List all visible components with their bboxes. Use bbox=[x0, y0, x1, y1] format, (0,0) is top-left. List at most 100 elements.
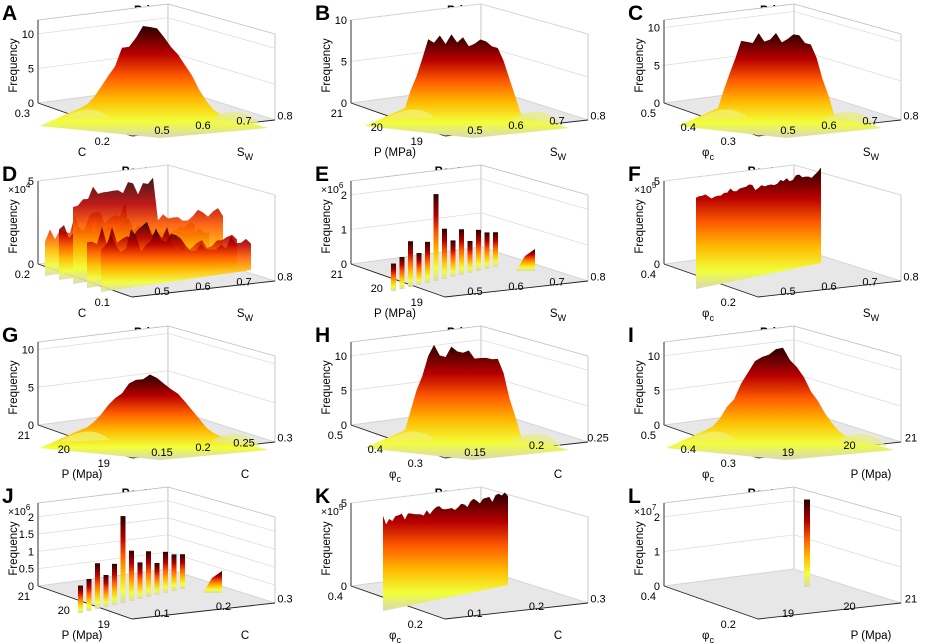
z-scale-factor: ×104 bbox=[8, 181, 31, 196]
surface-peak bbox=[40, 25, 268, 139]
panel-f: FPosterior050.40.2φc0.50.60.70.8SWFreque… bbox=[628, 163, 919, 323]
surface-hill bbox=[385, 431, 435, 442]
surface-peak bbox=[365, 344, 569, 460]
surface-ridge bbox=[101, 228, 251, 292]
surface-hill bbox=[836, 433, 886, 446]
panel-letter: I bbox=[628, 324, 634, 347]
surface-spike bbox=[112, 563, 117, 605]
z-gridline bbox=[663, 500, 795, 518]
surface-posterior-single bbox=[804, 499, 810, 587]
x-axis-label: C bbox=[78, 147, 86, 159]
y-axis-label: C bbox=[554, 469, 562, 481]
surface-prior-plateau bbox=[365, 344, 569, 460]
y-tick-label: 0.7 bbox=[549, 276, 564, 288]
z-tick-label: 5 bbox=[341, 57, 347, 69]
surface-spike bbox=[442, 228, 447, 279]
y-axis-label: SW bbox=[550, 308, 567, 323]
z-tick-label: 5 bbox=[28, 176, 34, 188]
x-axis-label: P (MPa) bbox=[374, 308, 416, 320]
panel-letter: A bbox=[2, 2, 17, 25]
panel-g: GPrior0510212019P (Mpa)0.150.20.250.3CFr… bbox=[2, 324, 293, 481]
z-gridline bbox=[37, 517, 169, 535]
y-tick-label: 0.1 bbox=[467, 608, 482, 620]
y-axis-label: SW bbox=[237, 308, 254, 323]
x-tick-label: 0.3 bbox=[721, 136, 736, 148]
y-tick-label: 20 bbox=[843, 440, 855, 452]
y-tick-label: 0.3 bbox=[277, 433, 292, 445]
y-tick-label: 0.8 bbox=[590, 272, 605, 284]
y-tick-label: 0.15 bbox=[464, 447, 485, 459]
z-tick-label: 0 bbox=[28, 259, 34, 271]
z-tick-label: 5 bbox=[654, 60, 660, 72]
z-gridline bbox=[350, 486, 482, 504]
z-tick-label: 10 bbox=[22, 29, 34, 41]
z-gridline bbox=[167, 370, 276, 404]
y-axis-label: C bbox=[241, 469, 249, 481]
x-tick-label: 0.3 bbox=[15, 108, 30, 120]
x-tick-label: 0.1 bbox=[95, 297, 110, 309]
z-axis-label: Frequency bbox=[321, 521, 333, 576]
z-gridline bbox=[663, 339, 795, 357]
z-tick-label: 0 bbox=[28, 581, 34, 593]
surface-hill bbox=[210, 433, 260, 446]
z-tick-label: 1.5 bbox=[19, 529, 34, 541]
x-axis-label: φc bbox=[702, 308, 714, 323]
x-tick-label: 0.2 bbox=[95, 136, 110, 148]
surface-spike bbox=[78, 585, 83, 613]
panel-d: DPosterior050.20.1C0.50.60.70.8SWFrequen… bbox=[2, 163, 293, 323]
surface-hill bbox=[698, 109, 748, 120]
surface-hill bbox=[60, 109, 110, 120]
z-scale-factor: ×105 bbox=[634, 181, 657, 196]
surface-spike bbox=[450, 240, 456, 277]
z-gridline bbox=[37, 333, 169, 350]
surface-posterior-wall bbox=[383, 492, 508, 611]
y-tick-label: 0.5 bbox=[780, 125, 795, 137]
y-tick-label: 0.3 bbox=[590, 594, 605, 606]
x-tick-label: 21 bbox=[331, 108, 343, 120]
z-gridline bbox=[793, 500, 902, 532]
z-axis-label: Frequency bbox=[634, 38, 646, 93]
y-axis-label: C bbox=[241, 630, 249, 642]
surface-spike bbox=[154, 562, 160, 595]
z-tick-label: 2 bbox=[341, 190, 347, 202]
surface-spike bbox=[804, 499, 810, 587]
z-axis-label: Frequency bbox=[634, 360, 646, 415]
panel-letter: C bbox=[628, 2, 643, 25]
x-tick-label: 19 bbox=[411, 297, 423, 309]
surface-posterior-spikes bbox=[391, 194, 535, 291]
surface-prior-plateau bbox=[678, 32, 882, 138]
panel-letter: D bbox=[2, 163, 17, 186]
z-gridline bbox=[167, 534, 276, 568]
z-gridline bbox=[793, 373, 902, 407]
z-scale-factor: ×107 bbox=[634, 503, 657, 518]
y-tick-label: 20 bbox=[843, 601, 855, 613]
y-tick-label: 0.7 bbox=[549, 115, 564, 127]
z-tick-label: 0 bbox=[341, 259, 347, 271]
z-tick-label: 5 bbox=[341, 385, 347, 397]
x-tick-label: 0.5 bbox=[641, 108, 656, 120]
z-gridline bbox=[37, 370, 169, 388]
z-gridline bbox=[37, 500, 169, 518]
x-tick-label: 20 bbox=[58, 444, 70, 456]
panel-h: HPrior05100.50.40.3φc0.150.20.25CFrequen… bbox=[315, 324, 609, 484]
y-tick-label: 19 bbox=[782, 447, 794, 459]
surface-spike bbox=[459, 229, 464, 275]
x-tick-label: 21 bbox=[18, 591, 30, 603]
surface-spike bbox=[433, 194, 439, 281]
z-gridline bbox=[167, 517, 276, 550]
y-tick-label: 0.6 bbox=[195, 120, 210, 132]
y-axis-label: C bbox=[554, 630, 562, 642]
z-tick-label: 10 bbox=[648, 351, 660, 363]
z-tick-label: 5 bbox=[28, 63, 34, 75]
z-gridline bbox=[167, 164, 276, 196]
z-tick-label: 0 bbox=[28, 420, 34, 432]
surface-hill bbox=[511, 111, 561, 124]
y-tick-label: 0.8 bbox=[277, 272, 292, 284]
x-tick-label: 20 bbox=[371, 122, 383, 134]
z-tick-label: 0 bbox=[654, 420, 660, 432]
y-axis-label: SW bbox=[863, 308, 880, 323]
